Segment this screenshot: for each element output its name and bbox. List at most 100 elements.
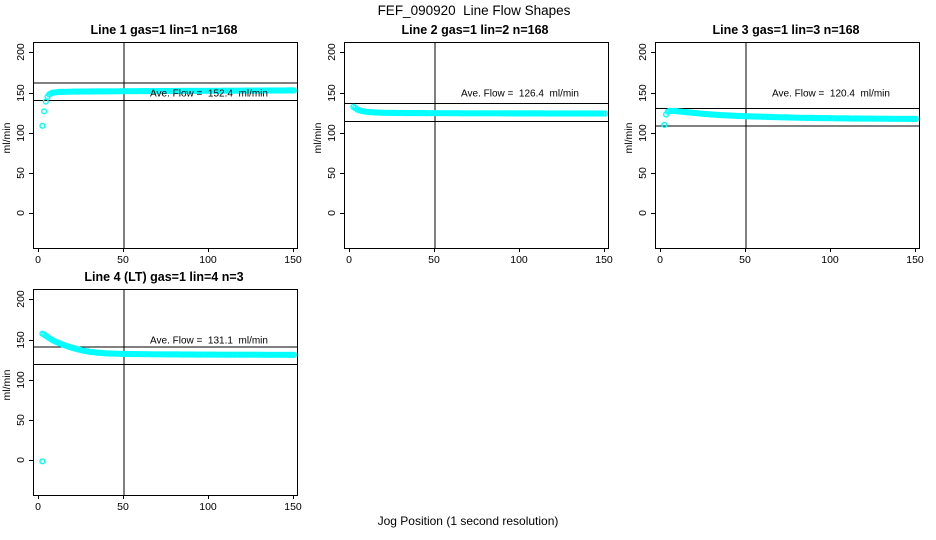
ave-flow-label: Ave. Flow = 126.4 ml/min <box>461 88 579 100</box>
ave-flow-label: Ave. Flow = 131.1 ml/min <box>150 335 268 347</box>
x-tick-mark <box>745 248 746 252</box>
y-tick-mark <box>651 52 655 54</box>
plot-frame: Ave. Flow = 126.4 ml/min <box>344 42 609 249</box>
subplot-line-4: Line 4 (LT) gas=1 lin=4 n=3 Ave. Flow = … <box>1 270 302 513</box>
x-axis-label: Jog Position (1 second resolution) <box>377 514 559 528</box>
y-tick-mark <box>29 460 33 462</box>
x-tick-label: 50 <box>739 254 751 266</box>
y-tick-mark <box>29 379 33 381</box>
subplot-title: Line 4 (LT) gas=1 lin=4 n=3 <box>84 270 244 284</box>
y-tick-label: 50 <box>15 167 27 179</box>
x-tick-label: 0 <box>35 254 41 266</box>
y-tick-label: 0 <box>637 210 649 217</box>
subplot-line-1: Line 1 gas=1 lin=1 n=168 Ave. Flow = 152… <box>1 23 302 266</box>
y-tick-label: 0 <box>326 210 338 217</box>
x-tick-mark <box>349 248 350 252</box>
data-point <box>290 87 297 94</box>
ave-flow-label: Ave. Flow = 120.4 ml/min <box>772 88 890 100</box>
y-tick-mark <box>651 92 655 94</box>
y-axis-label: ml/min <box>623 122 635 154</box>
y-tick-mark <box>29 173 33 175</box>
y-tick-mark <box>29 213 33 215</box>
x-tick-label: 150 <box>906 254 924 266</box>
y-tick-mark <box>340 213 344 215</box>
data-point <box>39 122 46 129</box>
x-tick-mark <box>434 248 435 252</box>
y-tick-label: 150 <box>15 83 27 102</box>
y-tick-mark <box>340 52 344 54</box>
x-tick-label: 0 <box>35 501 41 513</box>
y-tick-label: 0 <box>15 210 27 217</box>
x-tick-mark <box>660 248 661 252</box>
x-tick-label: 100 <box>821 254 839 266</box>
y-tick-mark <box>29 339 33 341</box>
data-point <box>42 98 49 105</box>
y-tick-label: 100 <box>15 124 27 142</box>
y-tick-label: 50 <box>637 167 649 179</box>
x-tick-mark <box>38 248 39 252</box>
y-tick-label: 150 <box>637 83 649 102</box>
x-tick-label: 150 <box>595 254 613 266</box>
data-point <box>912 115 919 122</box>
y-tick-mark <box>29 420 33 422</box>
x-tick-label: 150 <box>284 501 302 513</box>
x-tick-mark <box>519 248 520 252</box>
subplot-line-2: Line 2 gas=1 lin=2 n=168 Ave. Flow = 126… <box>312 23 613 266</box>
subplot-title: Line 3 gas=1 lin=3 n=168 <box>712 23 860 37</box>
x-tick-label: 50 <box>117 501 129 513</box>
x-tick-label: 100 <box>199 501 217 513</box>
y-tick-mark <box>29 52 33 54</box>
x-tick-label: 100 <box>510 254 528 266</box>
subplot-title: Line 2 gas=1 lin=2 n=168 <box>401 23 549 37</box>
ave-flow-label: Ave. Flow = 152.4 ml/min <box>150 88 268 100</box>
y-tick-label: 200 <box>15 43 27 62</box>
y-tick-mark <box>651 132 655 134</box>
x-tick-mark <box>830 248 831 252</box>
y-tick-mark <box>651 173 655 175</box>
x-tick-label: 50 <box>117 254 129 266</box>
data-point <box>601 110 608 117</box>
y-tick-label: 100 <box>637 124 649 142</box>
y-tick-label: 200 <box>326 43 338 62</box>
y-tick-label: 200 <box>15 290 27 309</box>
y-tick-label: 50 <box>15 414 27 426</box>
x-tick-mark <box>293 248 294 252</box>
x-tick-label: 150 <box>284 254 302 266</box>
x-tick-mark <box>123 495 124 499</box>
x-tick-label: 50 <box>428 254 440 266</box>
y-tick-label: 0 <box>15 457 27 464</box>
data-point <box>661 121 668 129</box>
y-tick-mark <box>340 132 344 134</box>
figure-title: FEF_090920 Line Flow Shapes <box>377 3 571 18</box>
flow-scatter-plot <box>656 43 919 248</box>
x-tick-mark <box>915 248 916 252</box>
plot-frame: Ave. Flow = 131.1 ml/min <box>33 289 298 496</box>
x-tick-label: 100 <box>199 254 217 266</box>
flow-scatter-plot <box>34 43 297 248</box>
data-point <box>290 351 297 358</box>
x-tick-mark <box>208 495 209 499</box>
y-tick-label: 50 <box>326 167 338 179</box>
y-axis-label: ml/min <box>1 369 13 401</box>
data-point <box>41 108 48 115</box>
data-point <box>39 458 46 465</box>
subplot-line-3: Line 3 gas=1 lin=3 n=168 Ave. Flow = 120… <box>623 23 924 266</box>
y-axis-label: ml/min <box>312 122 324 154</box>
y-tick-mark <box>29 132 33 134</box>
y-tick-label: 100 <box>15 371 27 389</box>
y-tick-label: 150 <box>326 83 338 102</box>
y-tick-mark <box>651 213 655 215</box>
y-tick-label: 150 <box>15 330 27 349</box>
x-tick-mark <box>208 248 209 252</box>
flow-scatter-plot <box>34 290 297 495</box>
y-tick-mark <box>29 92 33 94</box>
x-tick-mark <box>293 495 294 499</box>
flow-scatter-plot <box>345 43 608 248</box>
plot-frame: Ave. Flow = 120.4 ml/min <box>655 42 920 249</box>
y-tick-mark <box>340 173 344 175</box>
x-tick-mark <box>38 495 39 499</box>
y-tick-mark <box>340 92 344 94</box>
plot-frame: Ave. Flow = 152.4 ml/min <box>33 42 298 249</box>
x-tick-mark <box>604 248 605 252</box>
